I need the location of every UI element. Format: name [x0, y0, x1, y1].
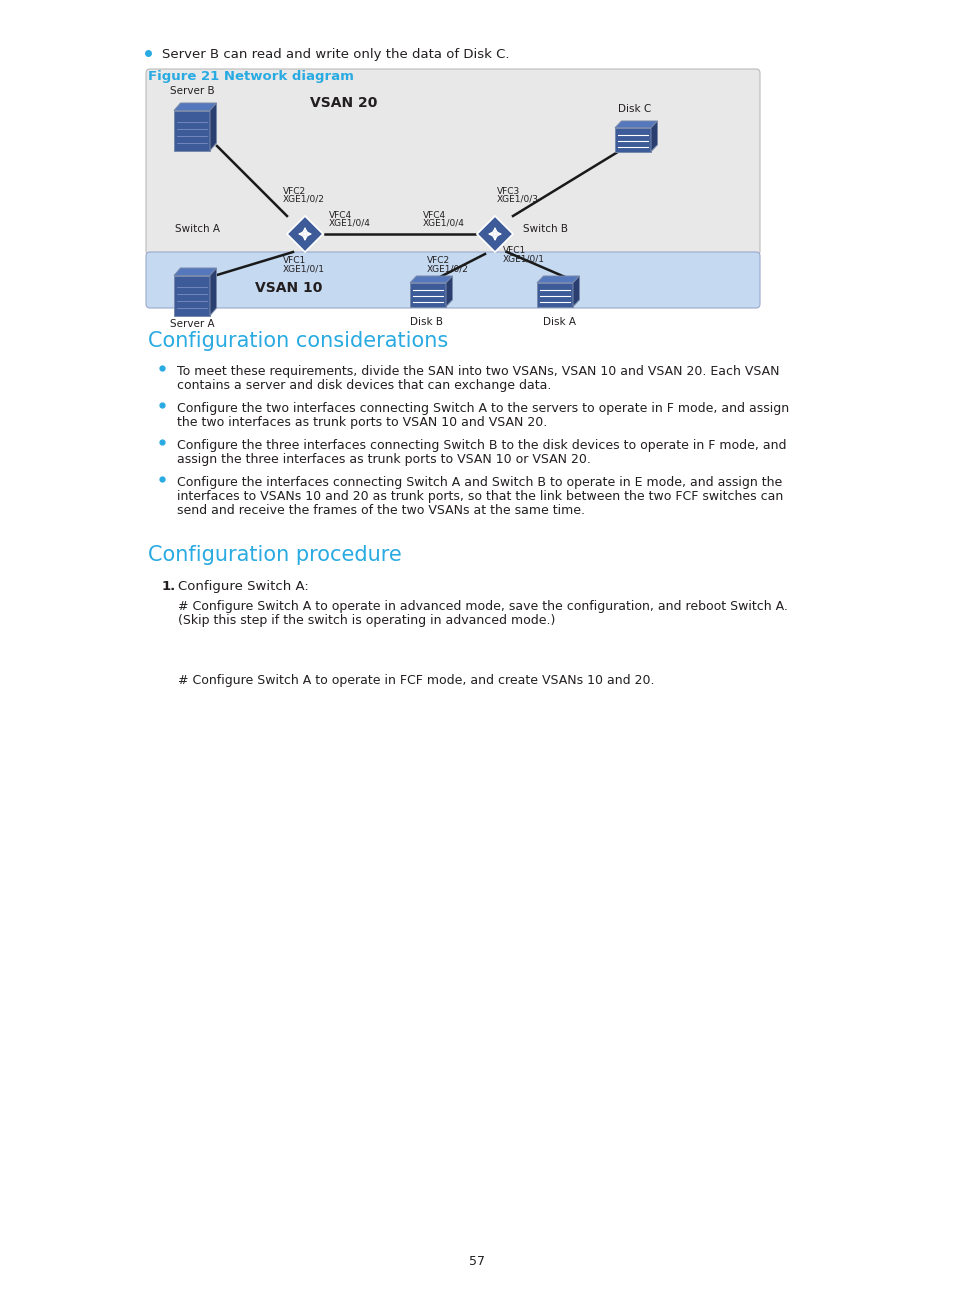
Polygon shape: [173, 110, 210, 150]
Text: Switch B: Switch B: [522, 224, 567, 235]
Polygon shape: [173, 102, 216, 110]
Text: XGE1/0/3: XGE1/0/3: [497, 194, 538, 203]
Text: Server B: Server B: [170, 86, 214, 96]
Text: VFC2: VFC2: [283, 187, 306, 196]
Text: VFC1: VFC1: [283, 257, 306, 264]
Text: 57: 57: [469, 1255, 484, 1267]
Text: Configuration considerations: Configuration considerations: [148, 330, 448, 351]
Text: # Configure Switch A to operate in advanced mode, save the configuration, and re: # Configure Switch A to operate in advan…: [178, 600, 787, 613]
Text: VSAN 10: VSAN 10: [254, 281, 322, 295]
Text: VFC1: VFC1: [502, 246, 526, 255]
Text: Disk B: Disk B: [410, 318, 442, 327]
Polygon shape: [410, 276, 452, 283]
Text: Configuration procedure: Configuration procedure: [148, 546, 401, 565]
Text: XGE1/0/2: XGE1/0/2: [427, 264, 468, 273]
Polygon shape: [210, 102, 216, 150]
Text: XGE1/0/4: XGE1/0/4: [422, 219, 464, 228]
Text: assign the three interfaces as trunk ports to VSAN 10 or VSAN 20.: assign the three interfaces as trunk por…: [177, 454, 590, 467]
Text: To meet these requirements, divide the SAN into two VSANs, VSAN 10 and VSAN 20. : To meet these requirements, divide the S…: [177, 365, 779, 378]
Text: interfaces to VSANs 10 and 20 as trunk ports, so that the link between the two F: interfaces to VSANs 10 and 20 as trunk p…: [177, 490, 782, 503]
Polygon shape: [537, 283, 573, 307]
Polygon shape: [476, 216, 513, 251]
Text: 1.: 1.: [162, 581, 176, 594]
Polygon shape: [615, 128, 650, 152]
Text: Disk A: Disk A: [542, 318, 576, 327]
Text: XGE1/0/4: XGE1/0/4: [329, 219, 371, 228]
Text: XGE1/0/1: XGE1/0/1: [502, 254, 544, 263]
Polygon shape: [287, 216, 323, 251]
Text: send and receive the frames of the two VSANs at the same time.: send and receive the frames of the two V…: [177, 504, 584, 517]
Text: VFC2: VFC2: [427, 257, 450, 264]
Polygon shape: [410, 283, 446, 307]
Text: Configure Switch A:: Configure Switch A:: [178, 581, 309, 594]
Polygon shape: [615, 121, 657, 128]
Polygon shape: [446, 276, 452, 307]
Polygon shape: [173, 276, 210, 315]
Text: Configure the three interfaces connecting Switch B to the disk devices to operat: Configure the three interfaces connectin…: [177, 439, 785, 452]
Text: Disk C: Disk C: [618, 104, 651, 114]
Text: Server B can read and write only the data of Disk C.: Server B can read and write only the dat…: [162, 48, 509, 61]
Text: VFC4: VFC4: [329, 211, 352, 220]
Text: VFC4: VFC4: [422, 211, 446, 220]
Text: Server A: Server A: [170, 319, 214, 329]
Text: Configure the interfaces connecting Switch A and Switch B to operate in E mode, : Configure the interfaces connecting Swit…: [177, 476, 781, 489]
Polygon shape: [537, 276, 578, 283]
FancyBboxPatch shape: [146, 251, 760, 308]
Polygon shape: [210, 268, 216, 315]
Text: VFC3: VFC3: [497, 187, 519, 196]
Text: Figure 21 Network diagram: Figure 21 Network diagram: [148, 70, 354, 83]
Text: Switch A: Switch A: [174, 224, 220, 235]
Text: XGE1/0/1: XGE1/0/1: [283, 264, 325, 273]
Text: XGE1/0/2: XGE1/0/2: [283, 194, 325, 203]
Polygon shape: [173, 268, 216, 276]
Text: # Configure Switch A to operate in FCF mode, and create VSANs 10 and 20.: # Configure Switch A to operate in FCF m…: [178, 674, 654, 687]
Polygon shape: [650, 121, 657, 152]
Text: Configure the two interfaces connecting Switch A to the servers to operate in F : Configure the two interfaces connecting …: [177, 402, 788, 415]
Text: (Skip this step if the switch is operating in advanced mode.): (Skip this step if the switch is operati…: [178, 614, 555, 627]
Text: VSAN 20: VSAN 20: [310, 96, 377, 110]
Text: contains a server and disk devices that can exchange data.: contains a server and disk devices that …: [177, 378, 551, 391]
Text: the two interfaces as trunk ports to VSAN 10 and VSAN 20.: the two interfaces as trunk ports to VSA…: [177, 416, 547, 429]
Polygon shape: [573, 276, 578, 307]
FancyBboxPatch shape: [146, 69, 760, 255]
